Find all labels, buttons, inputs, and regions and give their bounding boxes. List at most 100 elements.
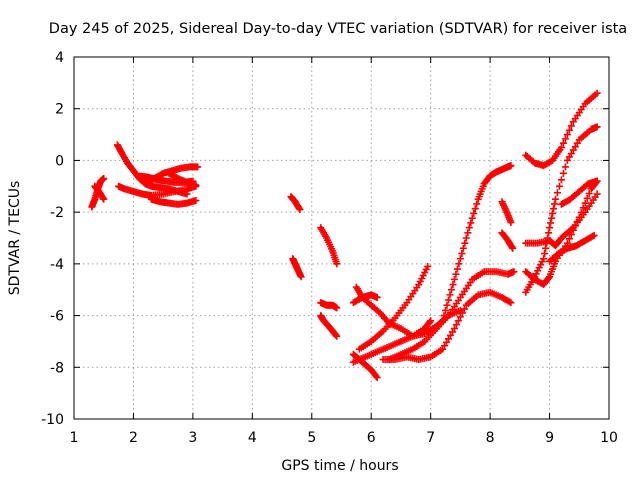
data-series-4	[115, 182, 200, 199]
data-point-marker	[585, 190, 593, 198]
data-point-marker	[450, 275, 458, 283]
data-point-marker	[426, 318, 434, 326]
data-point-marker	[505, 298, 513, 306]
data-point-marker	[462, 234, 470, 242]
data-series-13	[317, 299, 341, 312]
data-point-marker	[557, 176, 565, 184]
data-point-marker	[465, 224, 473, 232]
data-point-marker	[454, 317, 462, 325]
data-point-marker	[333, 260, 341, 268]
data-point-marker	[546, 224, 554, 232]
x-tick-label: 7	[426, 430, 435, 446]
data-point-marker	[581, 199, 589, 207]
data-point-marker	[551, 200, 559, 208]
data-point-marker	[563, 131, 571, 139]
data-point-marker	[583, 194, 591, 202]
data-series-2	[91, 182, 108, 203]
data-point-marker	[547, 219, 555, 227]
data-point-marker	[297, 273, 305, 281]
data-series-26	[522, 123, 601, 296]
data-point-marker	[460, 305, 468, 313]
data-point-marker	[590, 231, 598, 239]
data-series-15	[349, 317, 435, 366]
data-point-marker	[549, 209, 557, 217]
x-tick-label: 2	[129, 430, 138, 446]
data-point-marker	[455, 260, 463, 268]
data-series-22	[498, 198, 515, 226]
data-point-marker	[509, 244, 517, 252]
data-point-marker	[296, 206, 304, 214]
data-point-marker	[372, 372, 380, 380]
data-point-marker	[453, 265, 461, 273]
x-tick-label: 1	[70, 430, 79, 446]
data-series-11	[317, 224, 341, 268]
data-series-24	[522, 89, 601, 170]
plot-frame	[73, 56, 610, 420]
data-point-marker	[439, 317, 447, 325]
y-axis: -10 -8 -6 -4 -2 0 2 4	[41, 50, 609, 428]
data-point-marker	[473, 200, 481, 208]
data-point-marker	[440, 312, 448, 320]
data-point-marker	[565, 235, 573, 243]
data-point-marker	[541, 250, 549, 258]
data-series-10	[289, 255, 305, 281]
data-point-marker	[468, 214, 476, 222]
data-point-marker	[446, 291, 454, 299]
data-point-marker	[542, 244, 550, 252]
data-point-marker	[456, 255, 464, 263]
data-point-marker	[449, 281, 457, 289]
data-point-marker	[467, 219, 475, 227]
y-tick-label: 0	[55, 153, 64, 169]
data-point-marker	[557, 144, 565, 151]
data-point-marker	[552, 195, 559, 203]
x-tick-label: 5	[307, 430, 316, 446]
x-tick-label: 9	[545, 430, 554, 446]
y-tick-label: -8	[50, 360, 64, 376]
data-point-marker	[456, 313, 464, 321]
data-point-marker	[333, 304, 341, 312]
data-point-marker	[471, 205, 479, 213]
data-point-marker	[459, 244, 467, 252]
x-axis-label: GPS time / hours	[281, 458, 398, 474]
data-point-marker	[589, 232, 597, 240]
data-series-25	[522, 177, 601, 289]
data-point-marker	[452, 270, 460, 278]
data-point-marker	[593, 177, 601, 185]
y-tick-label: -4	[50, 257, 64, 273]
data-point-marker	[458, 250, 466, 258]
data-series-29	[557, 177, 601, 208]
x-tick-label: 4	[248, 430, 257, 446]
data-series-17	[355, 262, 432, 353]
data-point-marker	[373, 293, 381, 301]
data-point-marker	[192, 181, 200, 189]
data-series-8	[165, 169, 200, 189]
data-point-marker	[561, 163, 569, 171]
data-point-marker	[470, 209, 478, 217]
data-series-14	[349, 350, 381, 382]
data-point-marker	[540, 255, 548, 263]
data-point-marker	[567, 122, 575, 130]
x-tick-label: 3	[188, 430, 197, 446]
data-point-marker	[100, 195, 108, 203]
data-point-marker	[464, 229, 472, 237]
data-point-marker	[452, 321, 460, 329]
data-series-6	[147, 195, 200, 208]
data-point-marker	[593, 89, 601, 97]
data-point-marker	[545, 274, 553, 282]
grid-lines	[74, 57, 609, 419]
data-point-marker	[447, 286, 455, 294]
data-point-marker	[545, 229, 553, 237]
y-tick-label: 4	[55, 50, 64, 66]
data-point-marker	[461, 239, 469, 247]
data-point-marker	[559, 169, 567, 177]
data-point-marker	[548, 214, 556, 222]
chart-title: Day 245 of 2025, Sidereal Day-to-day VTE…	[49, 21, 627, 37]
data-point-marker	[424, 262, 432, 270]
x-tick-label: 10	[600, 430, 618, 446]
data-point-marker	[559, 139, 567, 147]
data-point-marker	[561, 135, 569, 143]
data-point-marker	[458, 309, 466, 317]
data-point-marker	[555, 182, 563, 190]
data-point-marker	[194, 163, 202, 171]
